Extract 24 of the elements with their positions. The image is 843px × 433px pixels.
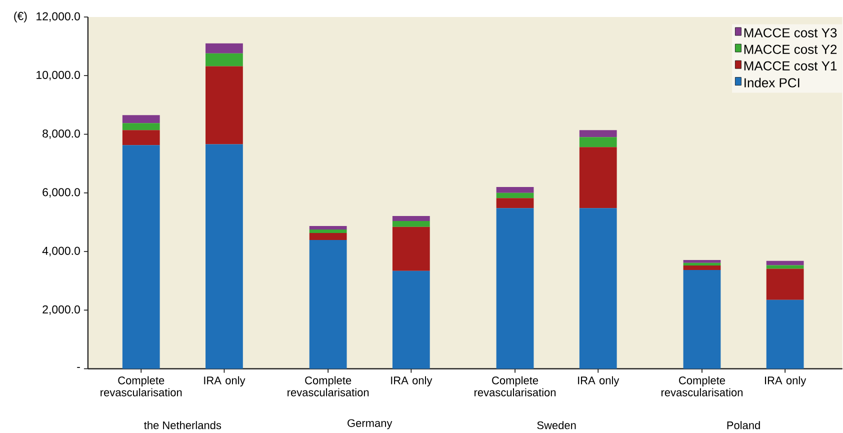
y-tick-label: 10,000.0: [36, 71, 80, 81]
x-tick-label: IRA only: [391, 376, 432, 387]
x-tick-label: IRA only: [578, 376, 620, 387]
y-tick-label: -: [77, 367, 80, 368]
y-tick-label: 6,000.0: [42, 188, 80, 198]
x-tick-label: IRA only: [765, 376, 806, 387]
y-tick-label: 4,000.0: [42, 246, 80, 256]
legend-label: MACCE cost Y2: [744, 44, 837, 54]
legend-label: MACCE cost Y1: [744, 61, 837, 71]
legend-label: Index PCI: [744, 78, 800, 88]
text: Poland: [727, 421, 760, 430]
x-tick-label: Complete revascularisation: [288, 376, 369, 396]
x-tick-label: IRA only: [204, 376, 246, 387]
text: the Netherlands: [144, 421, 222, 430]
x-tick-label: Complete revascularisation: [661, 376, 742, 396]
legend-label: MACCE cost Y3: [744, 28, 837, 38]
x-tick-label: Complete revascularisation: [474, 376, 556, 396]
y-axis-title: (€): [14, 12, 27, 22]
text: Sweden: [537, 421, 576, 430]
y-tick-label: 2,000.0: [42, 306, 80, 316]
x-tick-label: Complete revascularisation: [100, 376, 182, 396]
text: Germany: [348, 419, 392, 430]
y-tick-label: 8,000.0: [42, 130, 80, 140]
y-tick-label: 12,000.0: [36, 12, 80, 22]
